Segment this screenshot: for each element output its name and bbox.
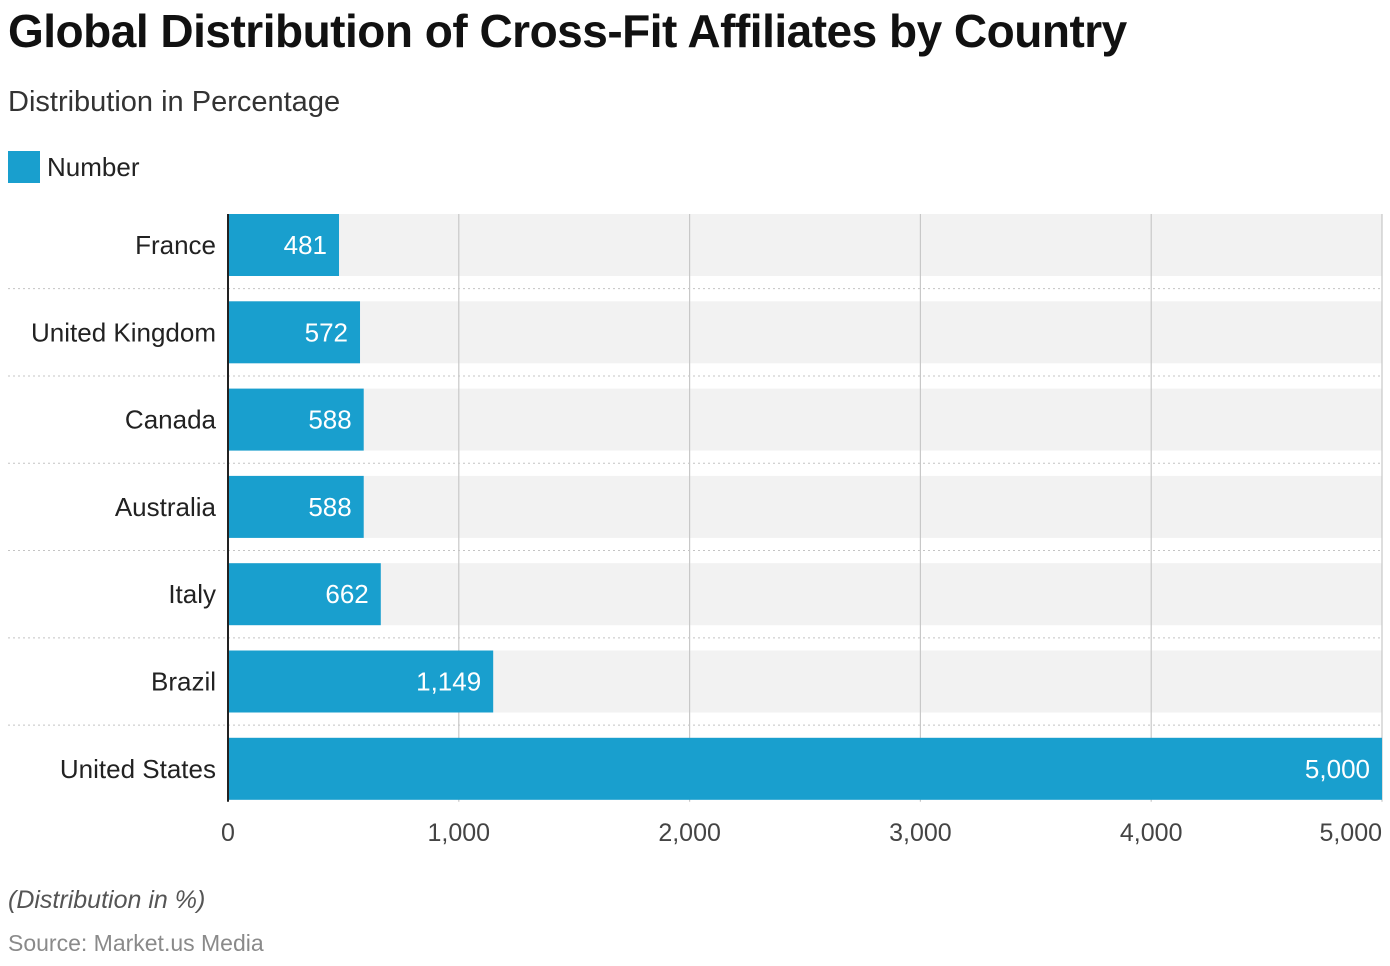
bar-value-label: 1,149 bbox=[416, 667, 481, 697]
category-label: France bbox=[135, 230, 216, 260]
bar-value-label: 588 bbox=[308, 492, 351, 522]
bar-track bbox=[228, 301, 1382, 364]
bar-value-label: 662 bbox=[325, 579, 368, 609]
bar-value-label: 5,000 bbox=[1305, 754, 1370, 784]
legend-label: Number bbox=[47, 151, 140, 182]
bar-value-label: 481 bbox=[284, 230, 327, 260]
chart-subtitle: Distribution in Percentage bbox=[8, 86, 341, 118]
category-label: Australia bbox=[115, 492, 217, 522]
bar-track bbox=[228, 388, 1382, 451]
bar bbox=[228, 650, 494, 713]
footnote: (Distribution in %) bbox=[8, 886, 206, 914]
bar-track bbox=[228, 563, 1382, 626]
bar bbox=[228, 301, 361, 364]
bar bbox=[228, 214, 340, 276]
category-label: Canada bbox=[125, 405, 217, 435]
bar-track bbox=[228, 214, 1382, 276]
category-label: United Kingdom bbox=[31, 317, 216, 347]
category-label: United States bbox=[60, 754, 216, 784]
x-tick-label: 1,000 bbox=[428, 819, 491, 847]
source-note: Source: Market.us Media bbox=[8, 930, 264, 956]
chart-title: Global Distribution of Cross-Fit Affilia… bbox=[8, 5, 1127, 57]
category-label: Brazil bbox=[151, 667, 216, 697]
bar bbox=[228, 388, 364, 451]
bar-value-label: 572 bbox=[305, 317, 348, 347]
category-label: Italy bbox=[168, 579, 216, 609]
x-tick-label: 2,000 bbox=[658, 819, 721, 847]
x-tick-label: 4,000 bbox=[1120, 819, 1183, 847]
bar bbox=[228, 737, 1382, 800]
bar-value-label: 588 bbox=[308, 405, 351, 435]
legend-swatch bbox=[8, 151, 40, 183]
x-tick-label: 3,000 bbox=[889, 819, 952, 847]
bar bbox=[228, 475, 364, 538]
x-tick-label: 0 bbox=[221, 819, 235, 847]
bar-chart: 481 France 572 United Kingdom 588 Canada 588 Au… bbox=[8, 214, 1383, 847]
legend: Number bbox=[8, 150, 139, 184]
x-tick-label: 5,000 bbox=[1319, 819, 1382, 847]
bar bbox=[228, 563, 381, 626]
bar-track bbox=[228, 475, 1382, 538]
